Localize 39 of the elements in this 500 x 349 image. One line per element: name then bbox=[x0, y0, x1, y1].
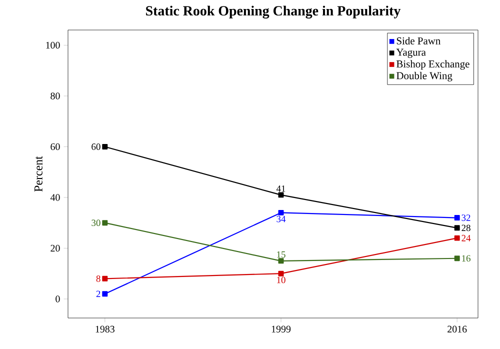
point bbox=[102, 144, 108, 150]
data-label: 41 bbox=[276, 185, 286, 192]
point bbox=[278, 258, 284, 264]
data-label: 2 bbox=[96, 290, 100, 298]
data-label: 60 bbox=[92, 144, 100, 150]
y-tick-label: 40 bbox=[50, 194, 60, 201]
data-label: 28 bbox=[462, 224, 470, 232]
x-tick-label: 2016 bbox=[448, 326, 467, 332]
y-tick-label: 60 bbox=[50, 143, 60, 150]
legend-label: Side Pawn bbox=[396, 37, 440, 44]
x-tick-label: 1983 bbox=[96, 326, 114, 332]
legend-label: Bishop Exchange bbox=[396, 60, 470, 70]
data-label: 15 bbox=[277, 251, 286, 258]
x-tick-label: 1999 bbox=[272, 326, 291, 332]
point bbox=[454, 215, 460, 221]
chart-title: Static Rook Opening Change in Popularity bbox=[146, 6, 401, 18]
y-axis-title: Percent bbox=[34, 156, 42, 192]
data-label: 32 bbox=[462, 214, 470, 221]
data-label: 8 bbox=[96, 275, 100, 282]
data-label: 24 bbox=[462, 234, 471, 242]
legend-label: Yagura bbox=[396, 48, 426, 58]
point bbox=[102, 220, 108, 226]
point bbox=[454, 225, 460, 231]
data-label: 34 bbox=[276, 216, 286, 222]
point bbox=[278, 270, 284, 276]
point bbox=[454, 235, 460, 241]
point bbox=[102, 276, 108, 282]
point bbox=[278, 192, 284, 198]
y-tick-label: 20 bbox=[50, 244, 60, 252]
data-label: 16 bbox=[462, 255, 470, 262]
data-label: 10 bbox=[277, 276, 286, 284]
point bbox=[454, 256, 460, 262]
y-tick-label: 100 bbox=[46, 42, 60, 49]
y-tick-label: 80 bbox=[50, 92, 60, 100]
y-tick-label: 0 bbox=[56, 296, 60, 302]
data-label: 30 bbox=[92, 220, 100, 226]
point bbox=[102, 291, 108, 297]
legend-label: Double Wing bbox=[396, 72, 452, 82]
point bbox=[278, 210, 284, 216]
